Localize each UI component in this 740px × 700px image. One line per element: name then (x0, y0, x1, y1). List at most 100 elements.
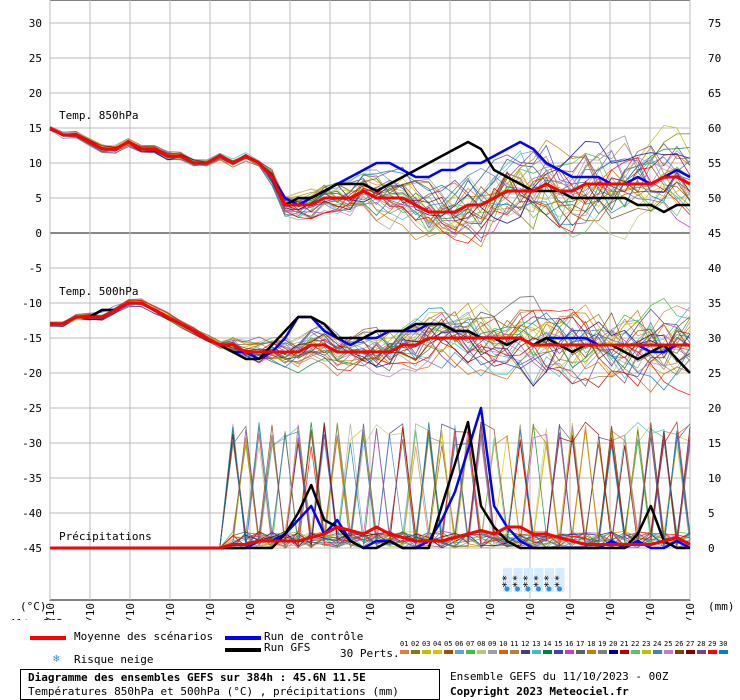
left-tick-label: -5 (29, 262, 42, 275)
pert-swatch (521, 650, 530, 654)
right-tick-label: 20 (708, 402, 721, 415)
x-tick-label: 25/10 (604, 603, 617, 620)
snow-risk-bg (503, 568, 512, 592)
pert-swatch (576, 650, 585, 654)
pert-swatch (422, 650, 431, 654)
left-tick-label: 20 (29, 87, 42, 100)
pert-number: 24 (653, 640, 662, 648)
pert-swatch (697, 650, 706, 654)
pert-number: 22 (631, 640, 640, 648)
x-tick-label: 16/10 (244, 603, 257, 620)
pert-number: 29 (708, 640, 717, 648)
pert-number: 23 (642, 640, 651, 648)
pert-swatch (587, 650, 596, 654)
series-precip-6 (50, 525, 691, 550)
pert-number: 19 (598, 640, 607, 648)
snow-risk-dot (546, 586, 552, 592)
pert-number: 28 (697, 640, 706, 648)
snow-risk-dot (525, 586, 531, 592)
pert-number: 01 (400, 640, 409, 648)
left-tick-label: -20 (22, 367, 42, 380)
snowflake-icon: ❄ (53, 652, 60, 665)
pert-swatch (631, 650, 640, 654)
pert-swatch (477, 650, 486, 654)
pert-swatch (411, 650, 420, 654)
right-tick-label: 50 (708, 192, 721, 205)
pert-swatch (565, 650, 574, 654)
panel-label-t500: Temp. 500hPa (59, 285, 138, 298)
pert-swatch (653, 650, 662, 654)
pert-number: 06 (455, 640, 464, 648)
ensemble-chart: 302520151050-5-10-15-20-25-30-35-40-4575… (10, 0, 735, 620)
t500-member-line (49, 298, 691, 378)
t850-member-line (49, 127, 691, 224)
legend-snow-label: Risque neige (74, 653, 154, 666)
left-tick-label: -10 (22, 297, 42, 310)
legend-control-swatch (225, 636, 261, 640)
left-tick-label: 15 (29, 122, 42, 135)
legend-control-label: Run de contrôle (264, 630, 364, 643)
pert-number: 17 (576, 640, 585, 648)
x-tick-label: 27/10 (684, 603, 697, 620)
pert-number: 18 (587, 640, 596, 648)
pert-number: 26 (675, 640, 684, 648)
right-tick-label: 5 (708, 507, 715, 520)
panel-label-t850: Temp. 850hPa (59, 109, 138, 122)
right-tick-label: 35 (708, 297, 721, 310)
panel-label-precip: Précipitations (59, 530, 152, 543)
footer-title: Diagramme des ensembles GEFS sur 384h : … (28, 671, 366, 684)
pert-number: 08 (477, 640, 486, 648)
pert-swatch (675, 650, 684, 654)
left-tick-label: 0 (35, 227, 42, 240)
pert-number: 04 (433, 640, 442, 648)
snow-risk-bg (524, 568, 533, 592)
snow-risk-marker: ** (511, 575, 524, 588)
series-t500-3 (50, 301, 690, 354)
pert-swatch (609, 650, 618, 654)
left-tick-label: -40 (22, 507, 42, 520)
right-tick-label: 40 (708, 262, 721, 275)
pert-swatch (620, 650, 629, 654)
x-tick-label: 21/10 (444, 603, 457, 620)
x-tick-label: 12/10 (84, 603, 97, 620)
pert-number: 30 (719, 640, 728, 648)
x-tick-label: 14/10 (164, 603, 177, 620)
perts-label: 30 Perts. (340, 647, 400, 660)
left-tick-label: 10 (29, 157, 42, 170)
pert-swatch (499, 650, 508, 654)
pert-number: 21 (620, 640, 629, 648)
snow-risk-dot (536, 586, 541, 592)
left-tick-label: -25 (22, 402, 42, 415)
left-tick-label: -15 (22, 332, 42, 345)
right-tick-label: 0 (708, 542, 715, 555)
snow-risk-bg (534, 568, 544, 592)
x-tick-label: 23/10 (524, 603, 537, 620)
pert-swatch (686, 650, 695, 654)
right-tick-label: 30 (708, 332, 721, 345)
pert-number: 13 (532, 640, 541, 648)
pert-swatch (466, 650, 475, 654)
right-tick-label: 15 (708, 437, 721, 450)
pert-swatch (444, 650, 453, 654)
pert-number: 09 (488, 640, 497, 648)
footer-subtitle: Températures 850hPa et 500hPa (°C) , pré… (28, 685, 399, 698)
snow-risk-dot (515, 586, 520, 592)
legend-gfs-swatch (225, 648, 261, 652)
right-tick-label: 25 (708, 367, 721, 380)
right-axis-unit: (mm) (708, 600, 735, 613)
snow-risk-bg (555, 568, 565, 592)
legend-mean-label: Moyenne des scénarios (74, 630, 214, 643)
pert-number: 02 (411, 640, 420, 648)
right-tick-label: 60 (708, 122, 721, 135)
t850-member-line (49, 127, 691, 227)
left-tick-label: 30 (29, 17, 42, 30)
right-tick-label: 45 (708, 227, 721, 240)
left-axis-unit: (°C) (20, 600, 47, 613)
pert-swatch (598, 650, 607, 654)
pert-swatch (433, 650, 442, 654)
t500-member-line (49, 299, 691, 396)
x-tick-label: 11/10 (44, 603, 57, 620)
pert-swatch (455, 650, 464, 654)
footer-copyright: Copyright 2023 Meteociel.fr (450, 685, 629, 698)
pert-swatch (532, 650, 541, 654)
